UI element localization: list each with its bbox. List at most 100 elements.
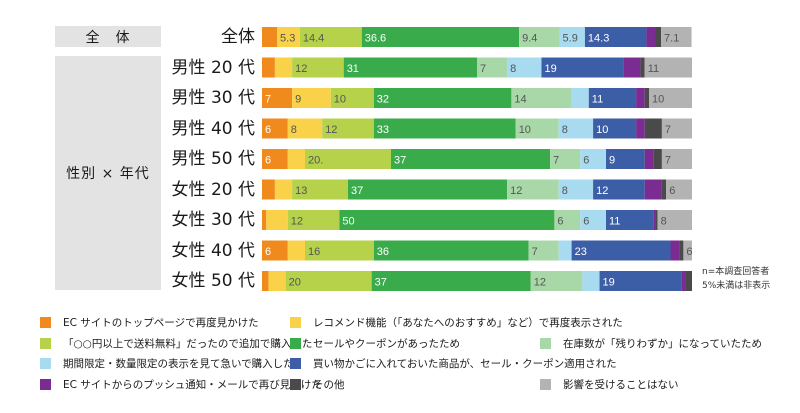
bar-segment bbox=[584, 27, 647, 47]
bar-segment bbox=[262, 57, 275, 78]
data-label: 10 bbox=[334, 94, 346, 106]
data-label: 14.4 bbox=[303, 33, 324, 45]
bar-segment bbox=[262, 240, 288, 261]
legend-swatch bbox=[290, 379, 301, 390]
data-label: 7 bbox=[532, 246, 538, 258]
bar-segment bbox=[507, 57, 542, 78]
legend-swatch bbox=[40, 338, 51, 349]
legend-item: セールやクーポンがあったため bbox=[290, 336, 460, 351]
bar-segment bbox=[655, 210, 658, 230]
data-label: 37 bbox=[375, 277, 387, 289]
bar-segment bbox=[305, 149, 391, 169]
bar-segment bbox=[391, 149, 551, 169]
bar-segment bbox=[558, 240, 572, 261]
bar-segment bbox=[670, 240, 680, 261]
bar-segment bbox=[653, 149, 662, 169]
row-label: 男性 20 代 bbox=[171, 57, 255, 78]
bar-segment bbox=[330, 88, 374, 108]
bar-segment bbox=[657, 210, 692, 230]
data-label: 6 bbox=[686, 246, 692, 258]
legend-swatch bbox=[290, 317, 301, 328]
legend-item: 期間限定・数量限定の表示を見て急いで購入した bbox=[40, 356, 294, 371]
bar-segment bbox=[511, 88, 572, 108]
data-label: 50 bbox=[342, 216, 354, 228]
data-label: 12 bbox=[534, 277, 546, 289]
bar-segment bbox=[683, 240, 692, 261]
bar-segment bbox=[519, 27, 560, 47]
legend-label: その他 bbox=[313, 379, 345, 391]
bar-segment bbox=[477, 57, 508, 78]
legend-item: 在庫数が「残りわずか」になっていたため bbox=[540, 336, 762, 351]
data-label: 32 bbox=[377, 94, 389, 106]
bar-segment bbox=[515, 118, 559, 139]
legend-label: EC サイトからのプッシュ通知・メールで再び見かけた bbox=[63, 379, 322, 391]
data-label: 8 bbox=[562, 124, 568, 136]
data-label: 8 bbox=[661, 216, 667, 228]
legend-swatch bbox=[540, 338, 551, 349]
note-small-values-hidden: 5%未満は非表示 bbox=[702, 281, 771, 291]
bar-segment bbox=[606, 210, 654, 230]
bar-segment bbox=[580, 210, 606, 230]
bar-segment bbox=[274, 57, 293, 78]
data-label: 33 bbox=[377, 124, 389, 136]
data-label: 5.9 bbox=[563, 33, 578, 45]
bar-segment bbox=[373, 118, 516, 139]
bar-segment bbox=[550, 149, 581, 169]
bar-segment bbox=[606, 149, 645, 169]
bar-segment bbox=[681, 271, 686, 291]
row-label: 女性 30 代 bbox=[171, 210, 255, 230]
legend-item: EC サイトのトップページで再度見かけた bbox=[40, 315, 259, 330]
bar-segment bbox=[277, 27, 300, 47]
bar-segment bbox=[373, 88, 512, 108]
bar-segment bbox=[262, 88, 293, 108]
bar-segment bbox=[554, 210, 581, 230]
data-label: 10 bbox=[652, 94, 664, 106]
bar-segment bbox=[262, 149, 288, 169]
data-label: 37 bbox=[351, 185, 363, 197]
bar-segment bbox=[640, 57, 645, 78]
data-label: 12 bbox=[596, 185, 608, 197]
legend-swatch bbox=[290, 338, 301, 349]
legend-label: セールやクーポンがあったため bbox=[313, 338, 460, 350]
legend-label: 影響を受けることはない bbox=[563, 379, 679, 391]
bar-segment bbox=[361, 27, 520, 47]
bar-segment bbox=[305, 240, 374, 261]
legend-label: 買い物かごに入れておいた商品が、セール・クーポン適用された bbox=[313, 358, 617, 370]
bar-segment bbox=[679, 240, 684, 261]
row-label: 女性 20 代 bbox=[171, 179, 255, 200]
bar-segment bbox=[582, 271, 600, 291]
bar-segment bbox=[559, 27, 585, 47]
legend-label: 在庫数が「残りわずか」になっていたため bbox=[563, 338, 762, 350]
bar-segment bbox=[636, 88, 645, 108]
legend-label: 期間限定・数量限定の表示を見て急いで購入した bbox=[63, 358, 294, 370]
bar-segment bbox=[661, 27, 692, 47]
bar-segment bbox=[343, 57, 477, 78]
data-label: 23 bbox=[575, 246, 587, 258]
legend-swatch bbox=[40, 379, 51, 390]
bar-segment bbox=[661, 149, 692, 169]
data-label: 14.3 bbox=[588, 33, 609, 45]
legend-item: 影響を受けることはない bbox=[540, 377, 679, 392]
group-label-all: 全 体 bbox=[55, 26, 161, 47]
bar-segment bbox=[558, 118, 594, 139]
bar-segment bbox=[541, 57, 624, 78]
data-label: 9.4 bbox=[522, 33, 537, 45]
data-label: 31 bbox=[347, 63, 359, 75]
bar-segment bbox=[655, 27, 662, 47]
data-label: 12 bbox=[291, 216, 303, 228]
legend-item: EC サイトからのプッシュ通知・メールで再び見かけた bbox=[40, 377, 322, 392]
data-label: 16 bbox=[308, 246, 320, 258]
bar-segment bbox=[571, 240, 671, 261]
bar-segment bbox=[287, 118, 323, 139]
bar-segment bbox=[268, 271, 286, 291]
legend-swatch bbox=[40, 358, 51, 369]
data-label: 9 bbox=[295, 94, 301, 106]
data-label: 7 bbox=[665, 155, 671, 167]
bar-segment bbox=[644, 118, 662, 139]
row-label: 全体 bbox=[221, 27, 255, 47]
legend-swatch bbox=[540, 379, 551, 390]
legend-item: その他 bbox=[290, 377, 345, 392]
bar-segment bbox=[571, 88, 589, 108]
data-label: 37 bbox=[394, 155, 406, 167]
